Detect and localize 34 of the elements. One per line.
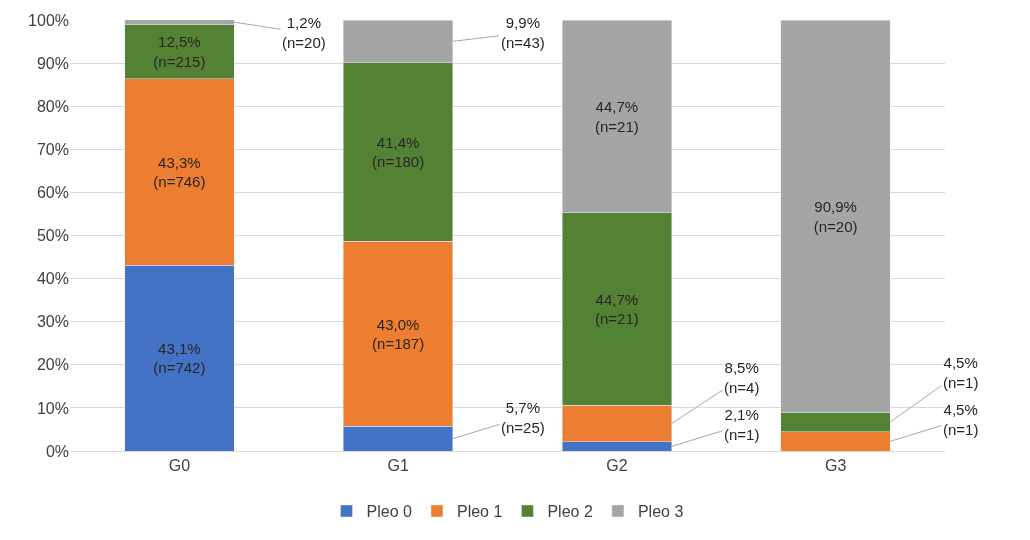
x-tick-label: G1 (387, 457, 409, 475)
y-tick-label: 0% (45, 442, 69, 460)
data-label: 43,3% (n=746) (153, 153, 206, 191)
data-label: 4,5% (n=1) (943, 401, 979, 438)
y-tick-label: 10% (36, 399, 69, 417)
data-label: 4,5% (n=1) (943, 354, 979, 391)
data-label: 41,4% (n=180) (372, 133, 425, 171)
y-tick-label: 30% (36, 313, 69, 331)
y-tick-label: 40% (36, 270, 69, 288)
data-label: 43,0% (n=187) (372, 315, 425, 353)
data-label: 43,1% (n=742) (153, 339, 206, 377)
y-tick-label: 20% (36, 356, 69, 374)
legend-label: Pleo 2 (547, 503, 593, 521)
data-label: 90,9% (n=20) (813, 198, 858, 235)
data-label: 12,5% (n=215) (153, 33, 206, 70)
y-tick-label: 60% (36, 184, 69, 201)
y-tick-label: 70% (36, 140, 69, 158)
data-label: 44,7% (n=21) (594, 98, 639, 135)
data-label: 8,5% (n=4) (724, 359, 760, 396)
data-label: 1,2% (n=20) (282, 14, 326, 51)
y-tick-label: 90% (36, 54, 69, 72)
data-label: 2,1% (n=1) (724, 406, 760, 443)
legend-label: Pleo 0 (366, 503, 412, 521)
y-tick-label: 80% (36, 97, 69, 115)
y-tick-label: 50% (36, 227, 69, 245)
data-label: 44,7% (n=21) (594, 290, 639, 328)
data-label: 9,9% (n=43) (501, 14, 545, 51)
legend-label: Pleo 3 (637, 503, 684, 521)
y-tick-label: 100% (28, 11, 69, 29)
data-label: 5,7% (n=25) (501, 399, 545, 436)
x-tick-label: G2 (606, 457, 628, 475)
legend-label: Pleo 1 (456, 503, 503, 521)
x-tick-label: G0 (168, 457, 191, 475)
x-tick-label: G3 (824, 457, 847, 475)
